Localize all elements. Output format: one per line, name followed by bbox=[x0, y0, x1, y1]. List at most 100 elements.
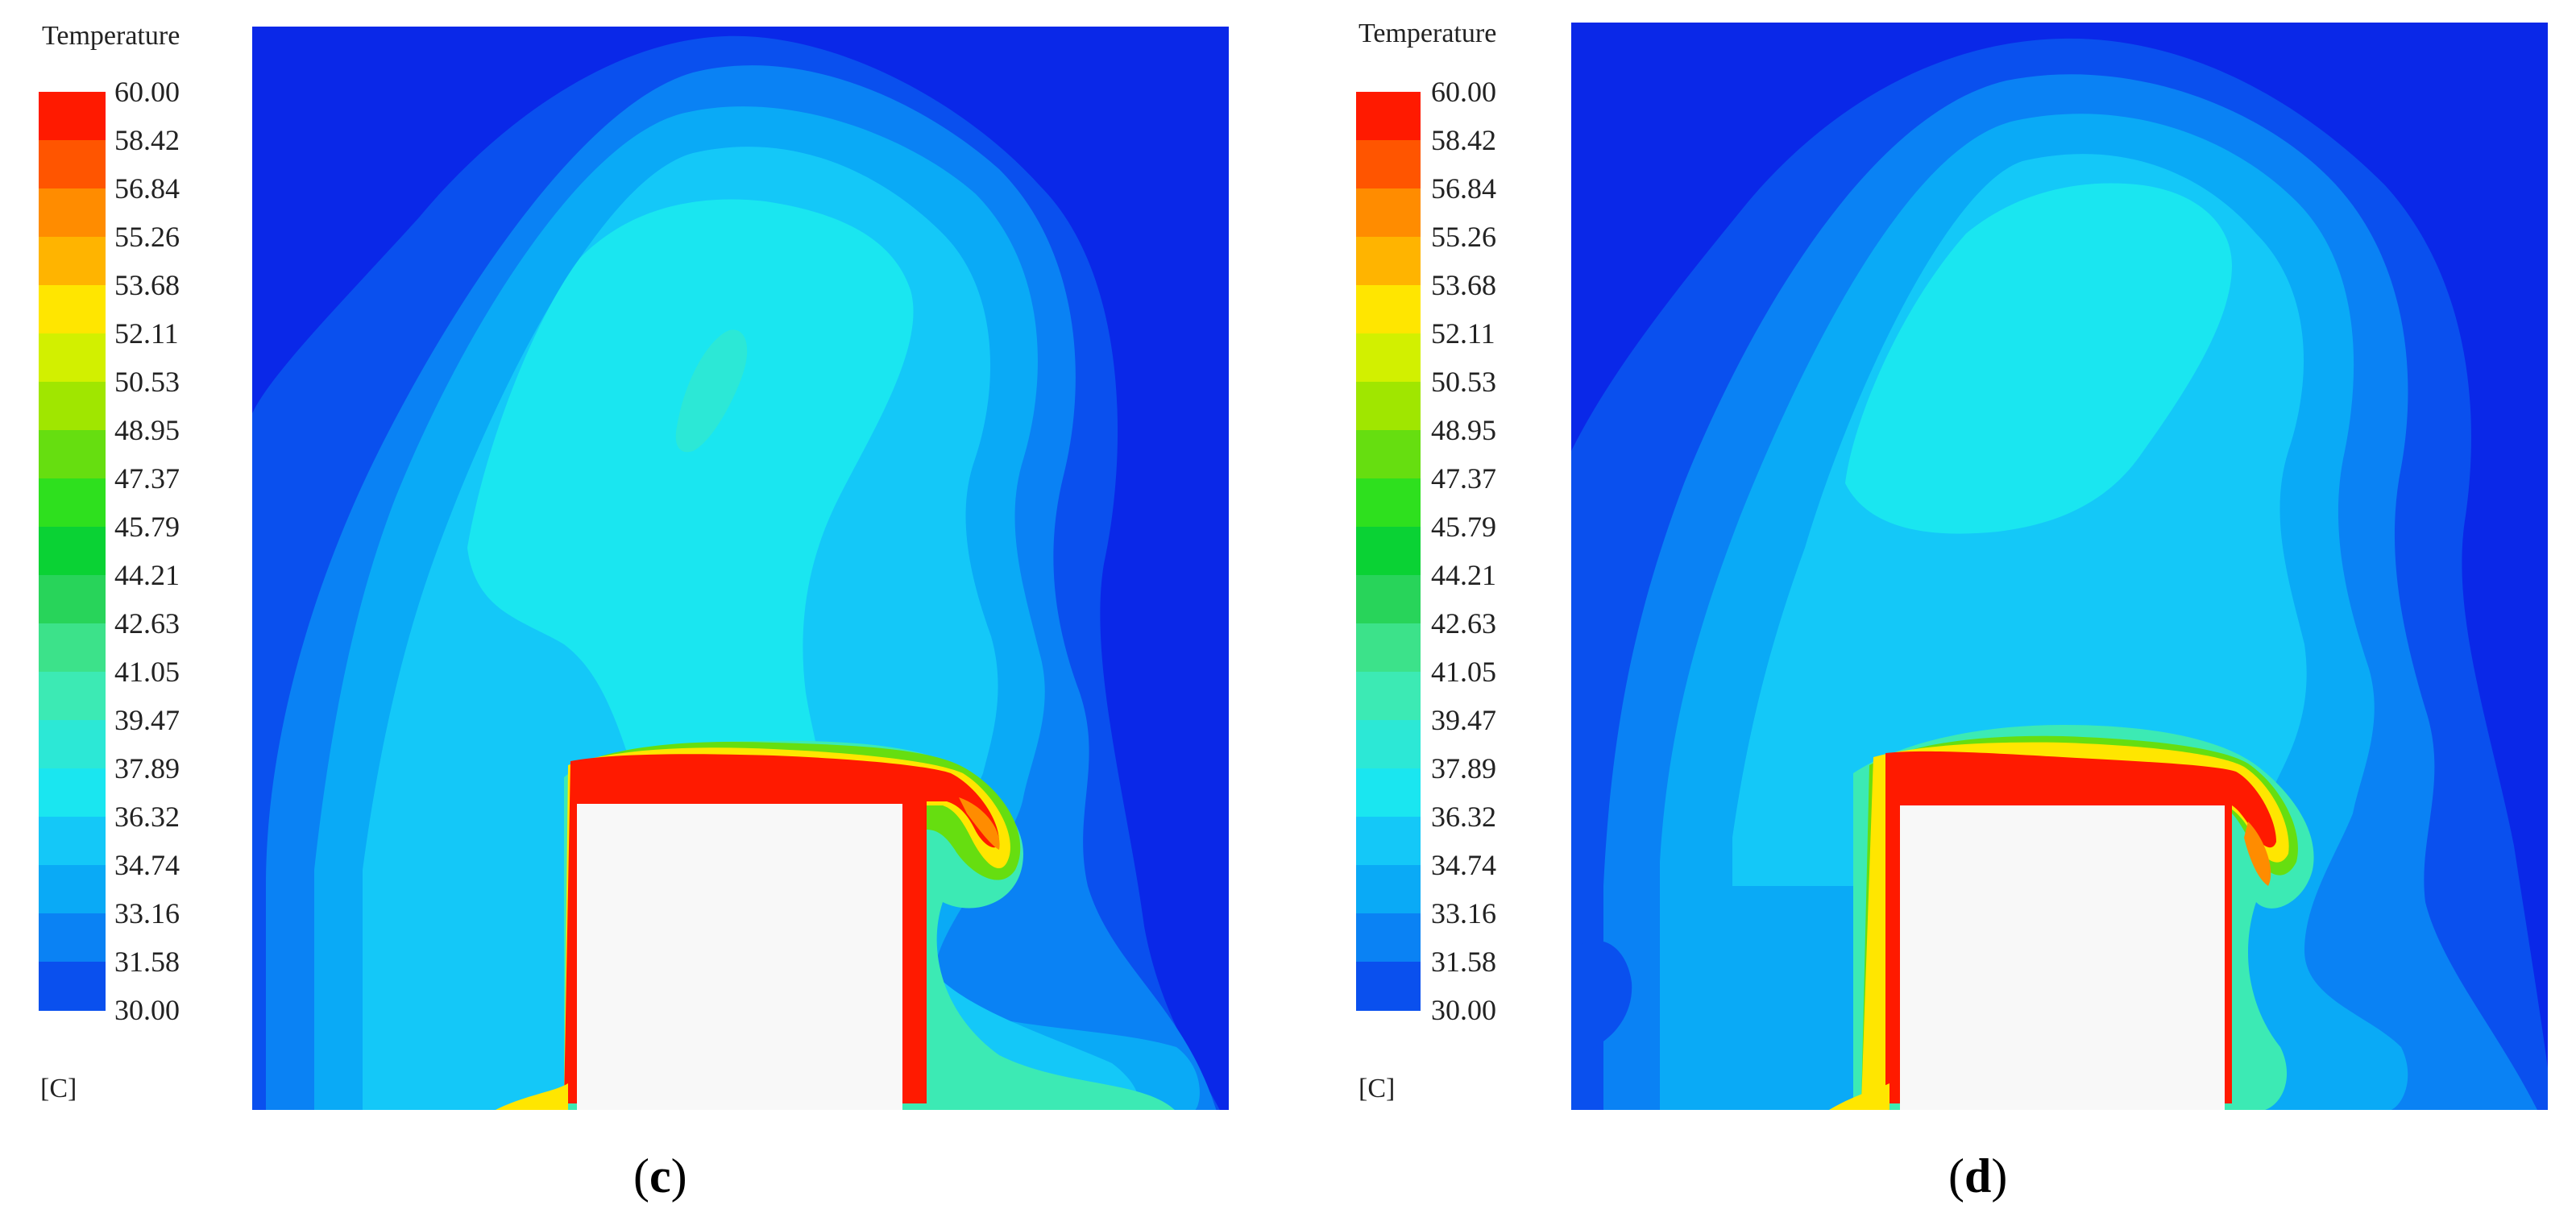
colorbar-title-c: Temperature bbox=[42, 21, 180, 51]
colorbar-swatch bbox=[39, 575, 106, 624]
colorbar-swatch bbox=[1356, 92, 1421, 141]
colorbar-tick-label: 41.05 bbox=[1431, 656, 1496, 688]
colorbar-tick-label: 60.00 bbox=[1431, 76, 1496, 108]
colorbar-swatch bbox=[39, 817, 106, 866]
colorbar-tick-label: 60.00 bbox=[114, 76, 180, 108]
colorbar-swatch bbox=[39, 92, 106, 141]
colorbar-swatch bbox=[39, 478, 106, 528]
colorbar-tick-label: 39.47 bbox=[1431, 704, 1496, 736]
contour-band-c-12 bbox=[496, 1083, 568, 1110]
colorbar-tick-label: 31.58 bbox=[1431, 946, 1496, 978]
colorbar-tick-label: 44.21 bbox=[114, 559, 180, 591]
colorbar-tick-label: 55.26 bbox=[1431, 221, 1496, 253]
colorbar-swatch bbox=[1356, 720, 1421, 769]
colorbar-tick-label: 30.00 bbox=[1431, 994, 1496, 1026]
colorbar-swatch bbox=[39, 672, 106, 721]
colorbar-swatch bbox=[39, 333, 106, 383]
colorbar-swatch bbox=[1356, 285, 1421, 334]
colorbar-tick-label: 56.84 bbox=[1431, 172, 1496, 205]
colorbar-tick-label: 58.42 bbox=[114, 124, 180, 156]
temperature-field-c bbox=[252, 27, 1229, 1110]
colorbar-tick-label: 58.42 bbox=[1431, 124, 1496, 156]
contour-band-d-12 bbox=[1571, 940, 1632, 1055]
colorbar-swatch bbox=[1356, 865, 1421, 914]
colorbar-swatches-d bbox=[1356, 92, 1421, 1011]
panel-label-c: (c) bbox=[633, 1149, 687, 1203]
panel-c: Temperature 60.00 58.42 56.84 55.26 53.68 52.… bbox=[39, 21, 1229, 1203]
colorbar-swatch bbox=[1356, 430, 1421, 479]
colorbar-swatch bbox=[1356, 333, 1421, 383]
contour-band-d-11 bbox=[1829, 1083, 1889, 1110]
obstacle-block-d bbox=[1900, 805, 2225, 1110]
colorbar-swatch bbox=[39, 913, 106, 963]
colorbar-swatch bbox=[39, 527, 106, 576]
colorbar-swatch bbox=[1356, 478, 1421, 528]
colorbar-tick-label: 36.32 bbox=[1431, 801, 1496, 833]
colorbar-swatch bbox=[1356, 768, 1421, 818]
colorbar-swatch bbox=[39, 720, 106, 769]
colorbar-swatch bbox=[39, 865, 106, 914]
colorbar-swatches-c bbox=[39, 92, 106, 1011]
colorbar-tick-label: 37.89 bbox=[1431, 752, 1496, 785]
colorbar-swatch bbox=[1356, 382, 1421, 431]
colorbar-tick-label: 34.74 bbox=[114, 849, 180, 881]
colorbar-tick-label: 45.79 bbox=[114, 511, 180, 543]
contour-band-d-5 bbox=[1845, 183, 2232, 534]
colorbar-title-d: Temperature bbox=[1359, 19, 1496, 48]
colorbar-tick-label: 37.89 bbox=[114, 752, 180, 785]
colorbar-tick-label: 53.68 bbox=[114, 269, 180, 301]
colorbar-labels-c: 60.00 58.42 56.84 55.26 53.68 52.11 50.53 48.95… bbox=[114, 76, 180, 1026]
colorbar-swatch bbox=[1356, 527, 1421, 576]
contour-band-c-11 bbox=[959, 797, 1000, 850]
colorbar-tick-label: 55.26 bbox=[114, 221, 180, 253]
colorbar-tick-label: 42.63 bbox=[1431, 607, 1496, 640]
colorbar-swatch bbox=[39, 768, 106, 818]
colorbar-tick-label: 36.32 bbox=[114, 801, 180, 833]
colorbar-tick-label: 42.63 bbox=[114, 607, 180, 640]
colorbar-swatch bbox=[39, 382, 106, 431]
colorbar-unit-d: [C] bbox=[1359, 1074, 1395, 1103]
contour-band-d-10 bbox=[2244, 822, 2271, 886]
colorbar-tick-label: 39.47 bbox=[114, 704, 180, 736]
colorbar-swatch bbox=[39, 430, 106, 479]
colorbar-swatch bbox=[1356, 623, 1421, 673]
contour-band-c-6 bbox=[675, 329, 748, 453]
colorbar-tick-label: 53.68 bbox=[1431, 269, 1496, 301]
colorbar-tick-label: 50.53 bbox=[1431, 366, 1496, 398]
colorbar-swatch bbox=[39, 188, 106, 238]
colorbar-swatch bbox=[1356, 140, 1421, 189]
colorbar-tick-label: 33.16 bbox=[1431, 897, 1496, 929]
colorbar-swatch bbox=[1356, 237, 1421, 286]
panel-d: Temperature 60.00 58.42 56.84 55.26 53.68 52.… bbox=[1356, 19, 2548, 1203]
colorbar-swatch bbox=[39, 285, 106, 334]
colorbar-tick-label: 52.11 bbox=[114, 317, 179, 350]
colorbar-tick-label: 50.53 bbox=[114, 366, 180, 398]
colorbar-swatch bbox=[39, 623, 106, 673]
colorbar-swatch bbox=[1356, 962, 1421, 1011]
colorbar-tick-label: 47.37 bbox=[1431, 462, 1496, 495]
colorbar-tick-label: 34.74 bbox=[1431, 849, 1496, 881]
colorbar-d: Temperature 60.00 58.42 56.84 55.26 53.68 52.… bbox=[1356, 19, 1496, 1103]
colorbar-swatch bbox=[39, 962, 106, 1011]
colorbar-tick-label: 48.95 bbox=[114, 414, 180, 446]
colorbar-c: Temperature 60.00 58.42 56.84 55.26 53.68 52.… bbox=[39, 21, 180, 1103]
colorbar-tick-label: 33.16 bbox=[114, 897, 180, 929]
colorbar-tick-label: 31.58 bbox=[114, 946, 180, 978]
contour-band-c-5 bbox=[467, 199, 914, 758]
colorbar-swatch bbox=[39, 237, 106, 286]
colorbar-swatch bbox=[1356, 672, 1421, 721]
colorbar-swatch bbox=[1356, 188, 1421, 238]
colorbar-tick-label: 41.05 bbox=[114, 656, 180, 688]
colorbar-swatch bbox=[1356, 817, 1421, 866]
colorbar-labels-d: 60.00 58.42 56.84 55.26 53.68 52.11 50.53 48.95… bbox=[1431, 76, 1496, 1026]
colorbar-tick-label: 52.11 bbox=[1431, 317, 1495, 350]
colorbar-swatch bbox=[1356, 575, 1421, 624]
colorbar-tick-label: 48.95 bbox=[1431, 414, 1496, 446]
colorbar-unit-c: [C] bbox=[40, 1074, 77, 1103]
colorbar-tick-label: 30.00 bbox=[114, 994, 180, 1026]
colorbar-swatch bbox=[39, 140, 106, 189]
colorbar-swatch bbox=[1356, 913, 1421, 963]
colorbar-tick-label: 45.79 bbox=[1431, 511, 1496, 543]
panel-label-d: (d) bbox=[1948, 1149, 2007, 1203]
